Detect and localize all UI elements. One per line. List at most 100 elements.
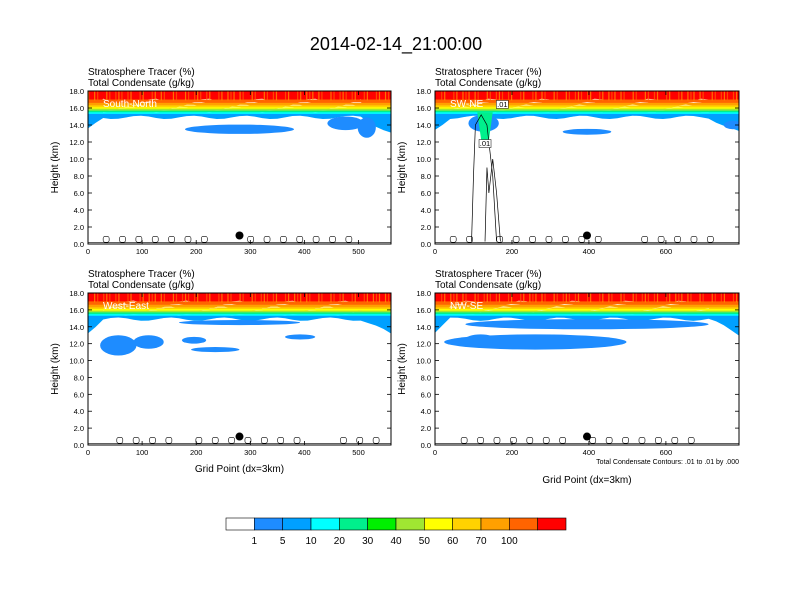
tracer-streak bbox=[501, 91, 504, 101]
tracer-blob bbox=[184, 124, 295, 134]
surface-contour bbox=[263, 236, 271, 243]
tracer-streak bbox=[375, 293, 378, 303]
tracer-streak bbox=[495, 293, 497, 303]
surface-contour bbox=[449, 236, 457, 243]
tracer-streak bbox=[172, 91, 175, 101]
y-tick-label: 14.0 bbox=[416, 323, 431, 332]
tracer-streak bbox=[635, 293, 637, 303]
panel-name: SW-NE bbox=[450, 99, 483, 110]
tracer-streak bbox=[541, 91, 543, 101]
y-tick-label: 4.0 bbox=[74, 206, 84, 215]
tracer-blob bbox=[178, 320, 301, 326]
tracer-streak bbox=[163, 91, 165, 101]
tracer-streak bbox=[714, 91, 716, 101]
y-tick-label: 14.0 bbox=[69, 323, 84, 332]
y-tick-label: 18.0 bbox=[69, 87, 84, 96]
tracer-streak bbox=[483, 293, 485, 303]
surface-contour bbox=[674, 236, 681, 243]
tracer-streak bbox=[306, 293, 308, 303]
tracer-streak bbox=[614, 91, 616, 101]
tracer-streak bbox=[127, 91, 129, 101]
tracer-streak bbox=[254, 293, 256, 303]
colorbar-swatch bbox=[339, 517, 368, 531]
tracer-streak bbox=[242, 293, 244, 303]
tracer-streak bbox=[94, 293, 96, 303]
tracer-streak bbox=[266, 91, 268, 101]
tracer-streak bbox=[574, 91, 577, 101]
surface-contour bbox=[559, 437, 566, 444]
tracer-streak bbox=[623, 91, 625, 101]
panel-frame bbox=[87, 90, 392, 245]
tracer-streak bbox=[339, 293, 341, 303]
y-tick-label: 18.0 bbox=[69, 289, 84, 298]
tracer-streak bbox=[221, 293, 223, 303]
tracer-band-8 bbox=[88, 113, 391, 133]
surface-contour bbox=[578, 236, 586, 243]
x-tick-label: 100 bbox=[136, 448, 149, 457]
tracer-streak bbox=[354, 293, 356, 303]
panel-1: Stratosphere Tracer (%)Total Condensate … bbox=[397, 67, 740, 256]
tracer-streak bbox=[321, 91, 323, 101]
tracer-streak bbox=[532, 91, 534, 101]
tracer-streak bbox=[184, 91, 187, 101]
tracer-streak bbox=[130, 91, 132, 101]
surface-contour bbox=[132, 437, 140, 444]
tracer-streak bbox=[387, 293, 390, 303]
tracer-streak bbox=[187, 293, 190, 303]
tracer-blob bbox=[191, 347, 240, 353]
location-marker bbox=[583, 231, 591, 240]
tracer-streak bbox=[678, 91, 680, 101]
tracer-streak bbox=[163, 293, 165, 303]
tracer-streak bbox=[230, 293, 232, 303]
tracer-streak bbox=[387, 91, 390, 101]
tracer-streak bbox=[239, 91, 241, 101]
surface-contour bbox=[638, 437, 646, 444]
panel-label-line2: Total Condensate (g/kg) bbox=[88, 78, 194, 89]
panel-frame bbox=[434, 292, 740, 446]
tracer-streak bbox=[345, 91, 347, 101]
tracer-streak bbox=[711, 91, 713, 101]
tracer-streak bbox=[330, 293, 332, 303]
colorbar-label: 10 bbox=[305, 536, 317, 547]
tracer-streak bbox=[354, 91, 356, 101]
tracer-streak bbox=[699, 293, 701, 303]
location-marker bbox=[235, 432, 244, 441]
tracer-streak bbox=[441, 91, 443, 101]
tracer-streak bbox=[599, 91, 601, 101]
tracer-streak bbox=[720, 91, 722, 101]
tracer-streak bbox=[139, 293, 141, 303]
tracer-streak bbox=[620, 91, 622, 101]
tracer-streak bbox=[669, 293, 671, 303]
y-tick-label: 16.0 bbox=[69, 104, 84, 113]
y-tick-label: 6.0 bbox=[421, 189, 431, 198]
tracer-streak bbox=[681, 91, 683, 101]
tracer-streak bbox=[608, 91, 610, 101]
tracer-streak bbox=[351, 91, 353, 101]
tracer-field bbox=[88, 91, 391, 244]
tracer-streak bbox=[318, 91, 320, 101]
tracer-streak bbox=[456, 293, 458, 303]
y-tick-label: 8.0 bbox=[421, 172, 431, 181]
tracer-streak bbox=[565, 293, 567, 303]
tracer-band-8 bbox=[88, 315, 391, 334]
surface-contour bbox=[149, 437, 156, 444]
tracer-streak bbox=[154, 91, 156, 101]
tracer-streak bbox=[723, 91, 725, 101]
tracer-streak bbox=[330, 91, 332, 101]
panel-name: West-East bbox=[103, 301, 149, 312]
tracer-streak bbox=[375, 91, 378, 101]
panel-frame bbox=[434, 90, 740, 245]
tracer-streak bbox=[175, 91, 178, 101]
tracer-streak bbox=[312, 91, 314, 101]
tracer-streak bbox=[602, 293, 604, 303]
tracer-streak bbox=[184, 293, 187, 303]
tracer-field bbox=[435, 91, 739, 244]
colorbar-label: 70 bbox=[475, 536, 487, 547]
tracer-streak bbox=[251, 293, 253, 303]
tracer-streak bbox=[378, 91, 381, 101]
x-tick-label: 0 bbox=[86, 247, 90, 256]
tracer-streak bbox=[309, 293, 311, 303]
y-tick-label: 10.0 bbox=[69, 155, 84, 164]
surface-contour bbox=[493, 437, 501, 444]
colorbar-label: 5 bbox=[280, 536, 286, 547]
